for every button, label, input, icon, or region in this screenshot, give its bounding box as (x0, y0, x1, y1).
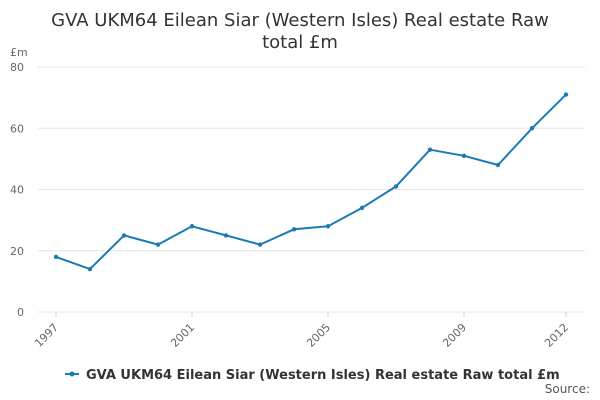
data-point (393, 184, 399, 189)
data-point (359, 205, 365, 211)
series-line (55, 93, 567, 271)
y-axis-tick-labels: 0 20 40 60 80 (10, 61, 24, 319)
data-point (291, 227, 297, 232)
x-tick-label: 2005 (304, 321, 333, 350)
x-tick-label: 2012 (542, 321, 571, 350)
legend-label[interactable]: GVA UKM64 Eilean Siar (Western Isles) Re… (86, 368, 560, 383)
source-label: Source: (545, 382, 590, 396)
chart-title-line-1: GVA UKM64 Eilean Siar (Western Isles) Re… (51, 10, 549, 31)
y-tick-label: 0 (17, 306, 24, 319)
data-point (563, 92, 569, 97)
chart-title-line-2: total £m (262, 32, 338, 53)
data-point (495, 162, 501, 168)
data-point (427, 147, 433, 152)
data-point (87, 266, 93, 272)
data-point (461, 153, 467, 159)
y-axis-unit-label: £m (10, 46, 28, 59)
x-tick-label: 2001 (168, 321, 197, 350)
series-group (53, 92, 569, 272)
data-point (223, 233, 229, 238)
x-tick-label: 2009 (440, 321, 469, 350)
x-axis-tick-labels: 1997 2001 2005 2009 2012 (32, 312, 571, 350)
data-point (53, 254, 59, 260)
y-tick-label: 80 (10, 61, 24, 74)
y-tick-label: 60 (10, 122, 24, 135)
data-point (529, 126, 535, 131)
x-tick-label: 1997 (32, 321, 61, 350)
data-point (189, 224, 195, 229)
data-point (257, 242, 263, 247)
data-point (121, 233, 127, 238)
legend[interactable]: GVA UKM64 Eilean Siar (Western Isles) Re… (65, 368, 560, 383)
y-tick-label: 40 (10, 184, 24, 197)
legend-marker (69, 371, 75, 377)
y-tick-label: 20 (10, 245, 24, 258)
data-point (155, 242, 161, 247)
gridlines (38, 66, 585, 313)
data-point (325, 224, 331, 229)
